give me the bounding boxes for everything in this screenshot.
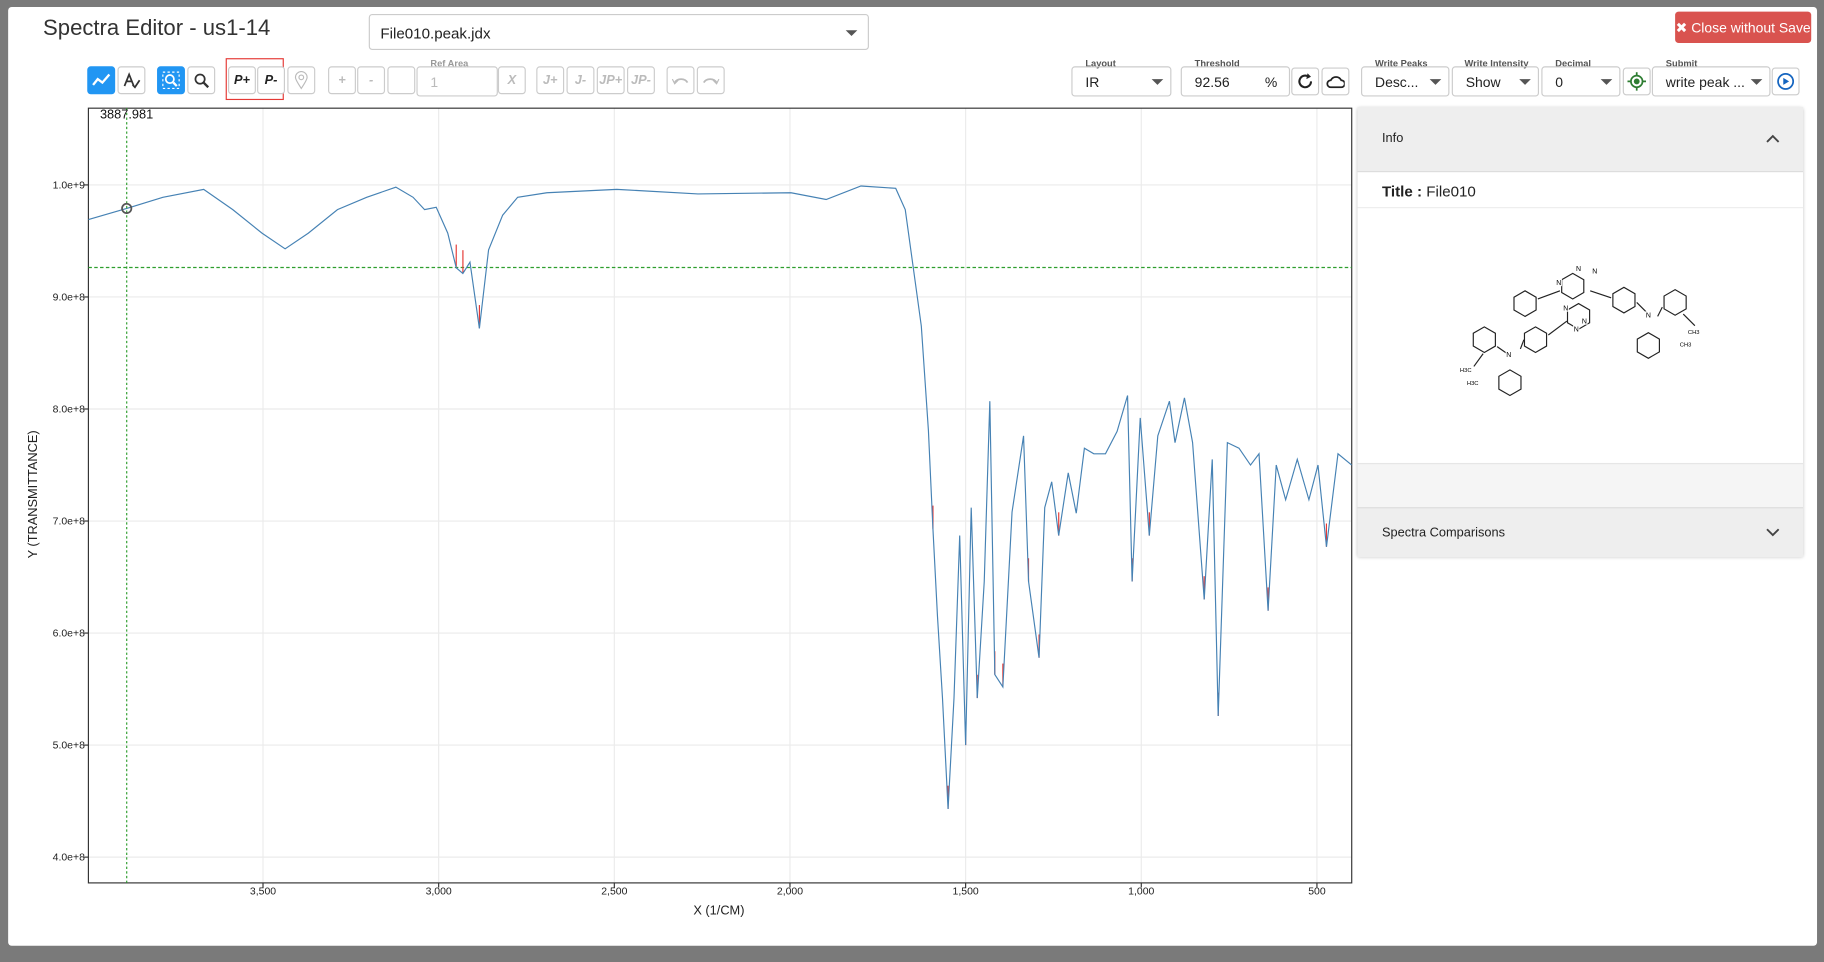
bond <box>1548 321 1567 335</box>
x-tick-label: 500 <box>1308 887 1326 898</box>
write-intensity-value: Show <box>1466 74 1501 90</box>
ring <box>1562 273 1584 299</box>
spectrum-chart: X (1/CM) Y (TRANSMITTANCE) 1.0e+9 9.0e+8 8… <box>0 0 1356 931</box>
target[interactable] <box>1623 67 1651 95</box>
atom-label: N <box>1646 313 1651 320</box>
atom-label: N <box>1592 268 1597 275</box>
close-text: Close without Save <box>1691 19 1811 35</box>
y-tick-label: 7.0e+8 <box>53 517 85 528</box>
submit-select[interactable]: write peak ... <box>1652 66 1771 96</box>
x-tick-label: 1,000 <box>1128 887 1154 898</box>
ring <box>1473 327 1495 353</box>
title-value: File010 <box>1426 183 1476 200</box>
y-axis-label: Y (TRANSMITTANCE) <box>25 430 40 558</box>
ring <box>1637 333 1659 359</box>
atom-label: N <box>1574 327 1579 334</box>
y-tick-label: 1.0e+9 <box>53 180 85 191</box>
plot-frame <box>88 108 1351 883</box>
molecule: NNNNNNNNCH3CH3H3CH3C <box>1358 209 1804 463</box>
x-axis-label: X (1/CM) <box>693 902 744 917</box>
bond <box>1474 354 1483 367</box>
group-label: H3C <box>1460 368 1472 374</box>
divider <box>1358 207 1804 208</box>
spacer <box>1358 463 1804 508</box>
x-tick-label: 3,500 <box>250 887 276 898</box>
submit-value: write peak ... <box>1666 74 1745 90</box>
atom-label: N <box>1556 280 1561 287</box>
y-tick-label: 6.0e+8 <box>53 629 85 640</box>
cursor-label: 3887.981 <box>100 107 153 122</box>
comparisons-header[interactable]: Spectra Comparisons <box>1358 507 1804 557</box>
x-tick-label: 2,500 <box>601 887 627 898</box>
atom-label: N <box>1506 352 1511 359</box>
y-tick-label: 4.0e+8 <box>53 853 85 864</box>
bond <box>1590 291 1611 298</box>
group-label: CH3 <box>1680 343 1692 349</box>
group-label: H3C <box>1467 381 1479 387</box>
y-tick-label: 5.0e+8 <box>53 741 85 752</box>
atom-label: N <box>1563 306 1568 313</box>
bond <box>1658 307 1663 316</box>
title-label: Title : <box>1382 183 1422 200</box>
info-title: Title : File010 <box>1382 183 1476 200</box>
bond <box>1683 314 1695 326</box>
atom-label: N <box>1576 266 1581 273</box>
atom-label: N <box>1582 318 1587 325</box>
y-tick-label: 8.0e+8 <box>53 404 85 415</box>
x-tick-label: 1,500 <box>953 887 979 898</box>
ring <box>1514 291 1536 317</box>
ring <box>1613 287 1635 313</box>
info-panel: Info Title : File010 NNNNNNNNCH3CH3H3CH3… <box>1358 107 1804 556</box>
bond <box>1538 291 1560 299</box>
y-tick-label: 9.0e+8 <box>53 292 85 303</box>
decimal-select[interactable]: 0 <box>1541 66 1620 96</box>
comparisons-text: Spectra Comparisons <box>1382 526 1505 540</box>
group-label: CH3 <box>1688 330 1700 336</box>
submit-button[interactable] <box>1772 67 1800 95</box>
x-tick-label: 2,000 <box>777 887 803 898</box>
decimal-value: 0 <box>1555 74 1563 90</box>
x-tick-label: 3,000 <box>426 887 452 898</box>
ring <box>1524 327 1546 353</box>
info-header[interactable]: Info <box>1358 107 1804 172</box>
info-header-text: Info <box>1382 131 1403 145</box>
spectrum-line <box>88 186 1351 809</box>
write-intensity-select[interactable]: Show <box>1452 66 1539 96</box>
ring <box>1499 370 1521 396</box>
close-button[interactable]: ✖ Close without Save <box>1675 12 1811 43</box>
ring <box>1664 290 1686 316</box>
write-peaks-select[interactable]: Desc... <box>1361 66 1449 96</box>
bond <box>1520 340 1523 349</box>
write-peaks-value: Desc... <box>1375 74 1418 90</box>
